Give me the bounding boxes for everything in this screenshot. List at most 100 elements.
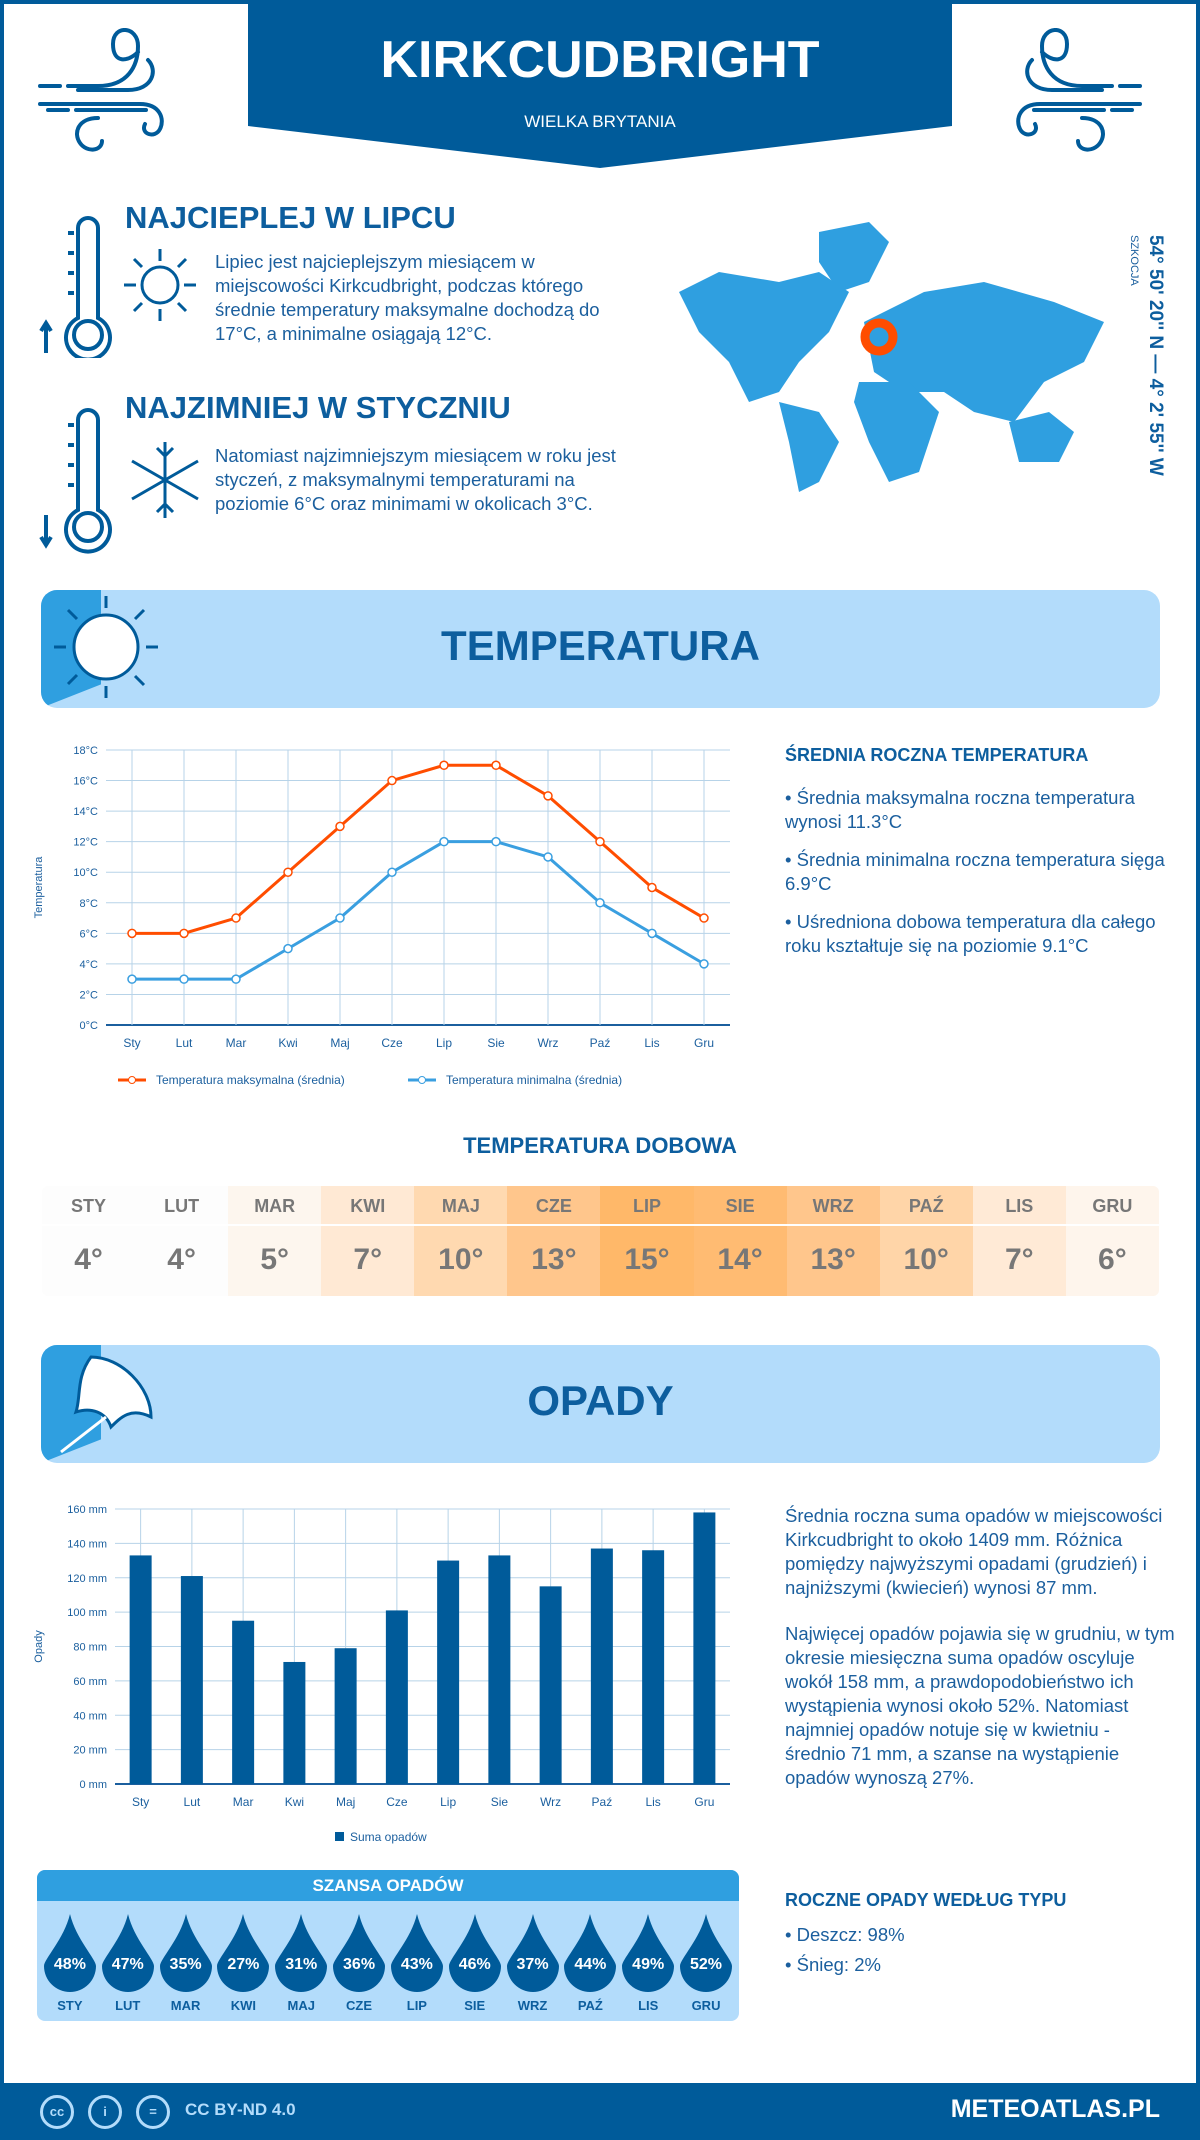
daily-value: 4° — [167, 1243, 196, 1276]
x-tick-label: Lip — [440, 1795, 456, 1809]
x-tick-label: Sty — [123, 1036, 140, 1050]
chance-month: WRZ — [517, 1998, 548, 2013]
coldest-text: Natomiast najzimniejszym miesiącem w rok… — [215, 445, 616, 514]
chance-month: CZE — [346, 1998, 373, 2013]
chance-drop: 37% WRZ — [506, 1901, 560, 2013]
bar — [334, 1648, 357, 1784]
temp-summary-heading: ŚREDNIA ROCZNA TEMPERATURA — [785, 745, 1089, 765]
daily-month: GRU — [1065, 1186, 1159, 1226]
chance-value: 44% — [574, 1956, 607, 1973]
bar — [488, 1555, 511, 1784]
legend-label: Suma opadów — [350, 1830, 427, 1844]
y-tick-label: 8°C — [80, 898, 99, 910]
data-point — [127, 974, 137, 984]
y-tick-label: 18°C — [73, 745, 98, 757]
chance-month: LIP — [406, 1998, 427, 2013]
y-tick-label: 6°C — [80, 928, 99, 940]
y-tick-label: 12°C — [73, 837, 98, 849]
data-point — [491, 836, 501, 847]
x-tick-label: Lut — [176, 1036, 193, 1050]
raindrop-icon — [101, 1914, 154, 1992]
y-tick-label: 0 mm — [80, 1779, 108, 1791]
daily-value: 6° — [1098, 1243, 1127, 1276]
wind-icon-left — [38, 28, 164, 152]
warmest-heading: NAJCIEPLEJ W LIPCU — [125, 200, 456, 235]
bar — [180, 1576, 203, 1784]
chance-drop: 43% LIP — [390, 1901, 444, 2013]
daily-temp-column: KWI 7° — [321, 1186, 415, 1296]
data-point — [543, 852, 553, 862]
legend-swatch — [335, 1832, 344, 1841]
data-point — [335, 821, 345, 832]
daily-value: 5° — [260, 1243, 290, 1276]
bar — [283, 1661, 306, 1784]
cc-icon: cc — [40, 2095, 74, 2129]
city-title: KIRKCUDBRIGHT — [380, 31, 820, 89]
daily-month: LIP — [600, 1186, 694, 1226]
precipitation-chart: 0 mm 20 mm 40 mm 60 mm 80 mm 100 mm 120 mm 140 … — [33, 1504, 730, 1844]
legend-label: Temperatura maksymalna (średnia) — [156, 1073, 345, 1087]
rain-type-item: • Deszcz: 98% — [785, 1924, 905, 1945]
y-tick-label: 0°C — [80, 1020, 99, 1032]
x-tick-label: Wrz — [537, 1036, 558, 1050]
y-tick-label: 10°C — [73, 867, 98, 879]
x-tick-label: Kwi — [278, 1036, 297, 1050]
raindrop-icon — [390, 1914, 443, 1992]
precipitation-section-title: OPADY — [527, 1377, 674, 1424]
chance-drop: 52% GRU — [679, 1901, 733, 2013]
y-tick-label: 100 mm — [67, 1607, 107, 1619]
daily-month: WRZ — [786, 1186, 880, 1226]
rain-summary: Średnia roczna suma opadów w miejscowośc… — [785, 1504, 1175, 1790]
brand-link[interactable]: METEOATLAS.PL — [950, 2095, 1160, 2123]
license-link[interactable]: CC BY-ND 4.0 — [185, 2100, 296, 2119]
y-tick-label: 40 mm — [73, 1710, 107, 1722]
daily-temp-column: MAJ 10° — [414, 1186, 508, 1296]
footer: cc i = CC BY-ND 4.0 METEOATLAS.PL — [0, 2083, 1200, 2140]
rain-type: ROCZNE OPADY WEDŁUG TYPU • Deszcz: 98% •… — [785, 1890, 1175, 1977]
daily-temp-column: MAR 5° — [228, 1186, 322, 1296]
chance-month: PAŹ — [577, 1998, 603, 2013]
rain-summary-p2: Najwięcej opadów pojawia się w grudniu, … — [785, 1623, 1175, 1788]
daily-month: PAŹ — [879, 1186, 973, 1226]
chance-value: 36% — [343, 1956, 376, 1973]
snowflake-icon — [131, 442, 199, 518]
daily-month: MAJ — [414, 1186, 508, 1226]
x-tick-label: Cze — [381, 1036, 403, 1050]
y-tick-label: 80 mm — [73, 1642, 107, 1654]
data-point — [283, 943, 293, 954]
x-tick-label: Gru — [694, 1795, 714, 1809]
chance-month: STY — [57, 1998, 83, 2013]
x-tick-label: Mar — [233, 1795, 254, 1809]
chance-month: MAR — [170, 1998, 201, 2013]
y-tick-label: 60 mm — [73, 1676, 107, 1688]
y-axis-label: Opady — [33, 1630, 45, 1663]
x-tick-label: Lip — [436, 1036, 452, 1050]
sun-icon — [54, 596, 158, 698]
precipitation-chance-panel: SZANSA OPADÓW 48% STY 47% LUT 35% MAR 27% KWI 31… — [37, 1870, 739, 2021]
daily-temp-heading: TEMPERATURA DOBOWA — [463, 1133, 737, 1158]
y-tick-label: 20 mm — [73, 1745, 107, 1757]
chance-drop: 48% STY — [43, 1901, 97, 2013]
raindrop-icon — [333, 1914, 386, 1992]
sun-icon — [124, 249, 196, 321]
country-subtitle: WIELKA BRYTANIA — [524, 112, 676, 131]
daily-temp-column: SIE 14° — [693, 1186, 787, 1296]
x-tick-label: Sie — [487, 1036, 505, 1050]
x-tick-label: Mar — [226, 1036, 247, 1050]
raindrop-icon — [622, 1914, 675, 1992]
rain-type-item: • Śnieg: 2% — [785, 1954, 881, 1975]
raindrop-icon — [680, 1914, 733, 1992]
temp-summary-item: • Średnia minimalna roczna temperatura s… — [785, 849, 1165, 894]
data-point — [439, 836, 449, 847]
legend-marker — [418, 1076, 426, 1084]
data-point — [283, 867, 293, 877]
x-tick-label: Cze — [386, 1795, 408, 1809]
data-point — [699, 913, 709, 923]
temp-summary: ŚREDNIA ROCZNA TEMPERATURA • Średnia mak… — [785, 745, 1175, 958]
daily-temp-column: LIP 15° — [600, 1186, 694, 1296]
coldest-heading: NAJZIMNIEJ W STYCZNIU — [125, 390, 511, 425]
chance-value: 31% — [285, 1956, 318, 1973]
bar — [642, 1550, 665, 1784]
raindrop-icon — [43, 1914, 96, 1992]
region-text: SZKOCJA — [1128, 235, 1140, 286]
